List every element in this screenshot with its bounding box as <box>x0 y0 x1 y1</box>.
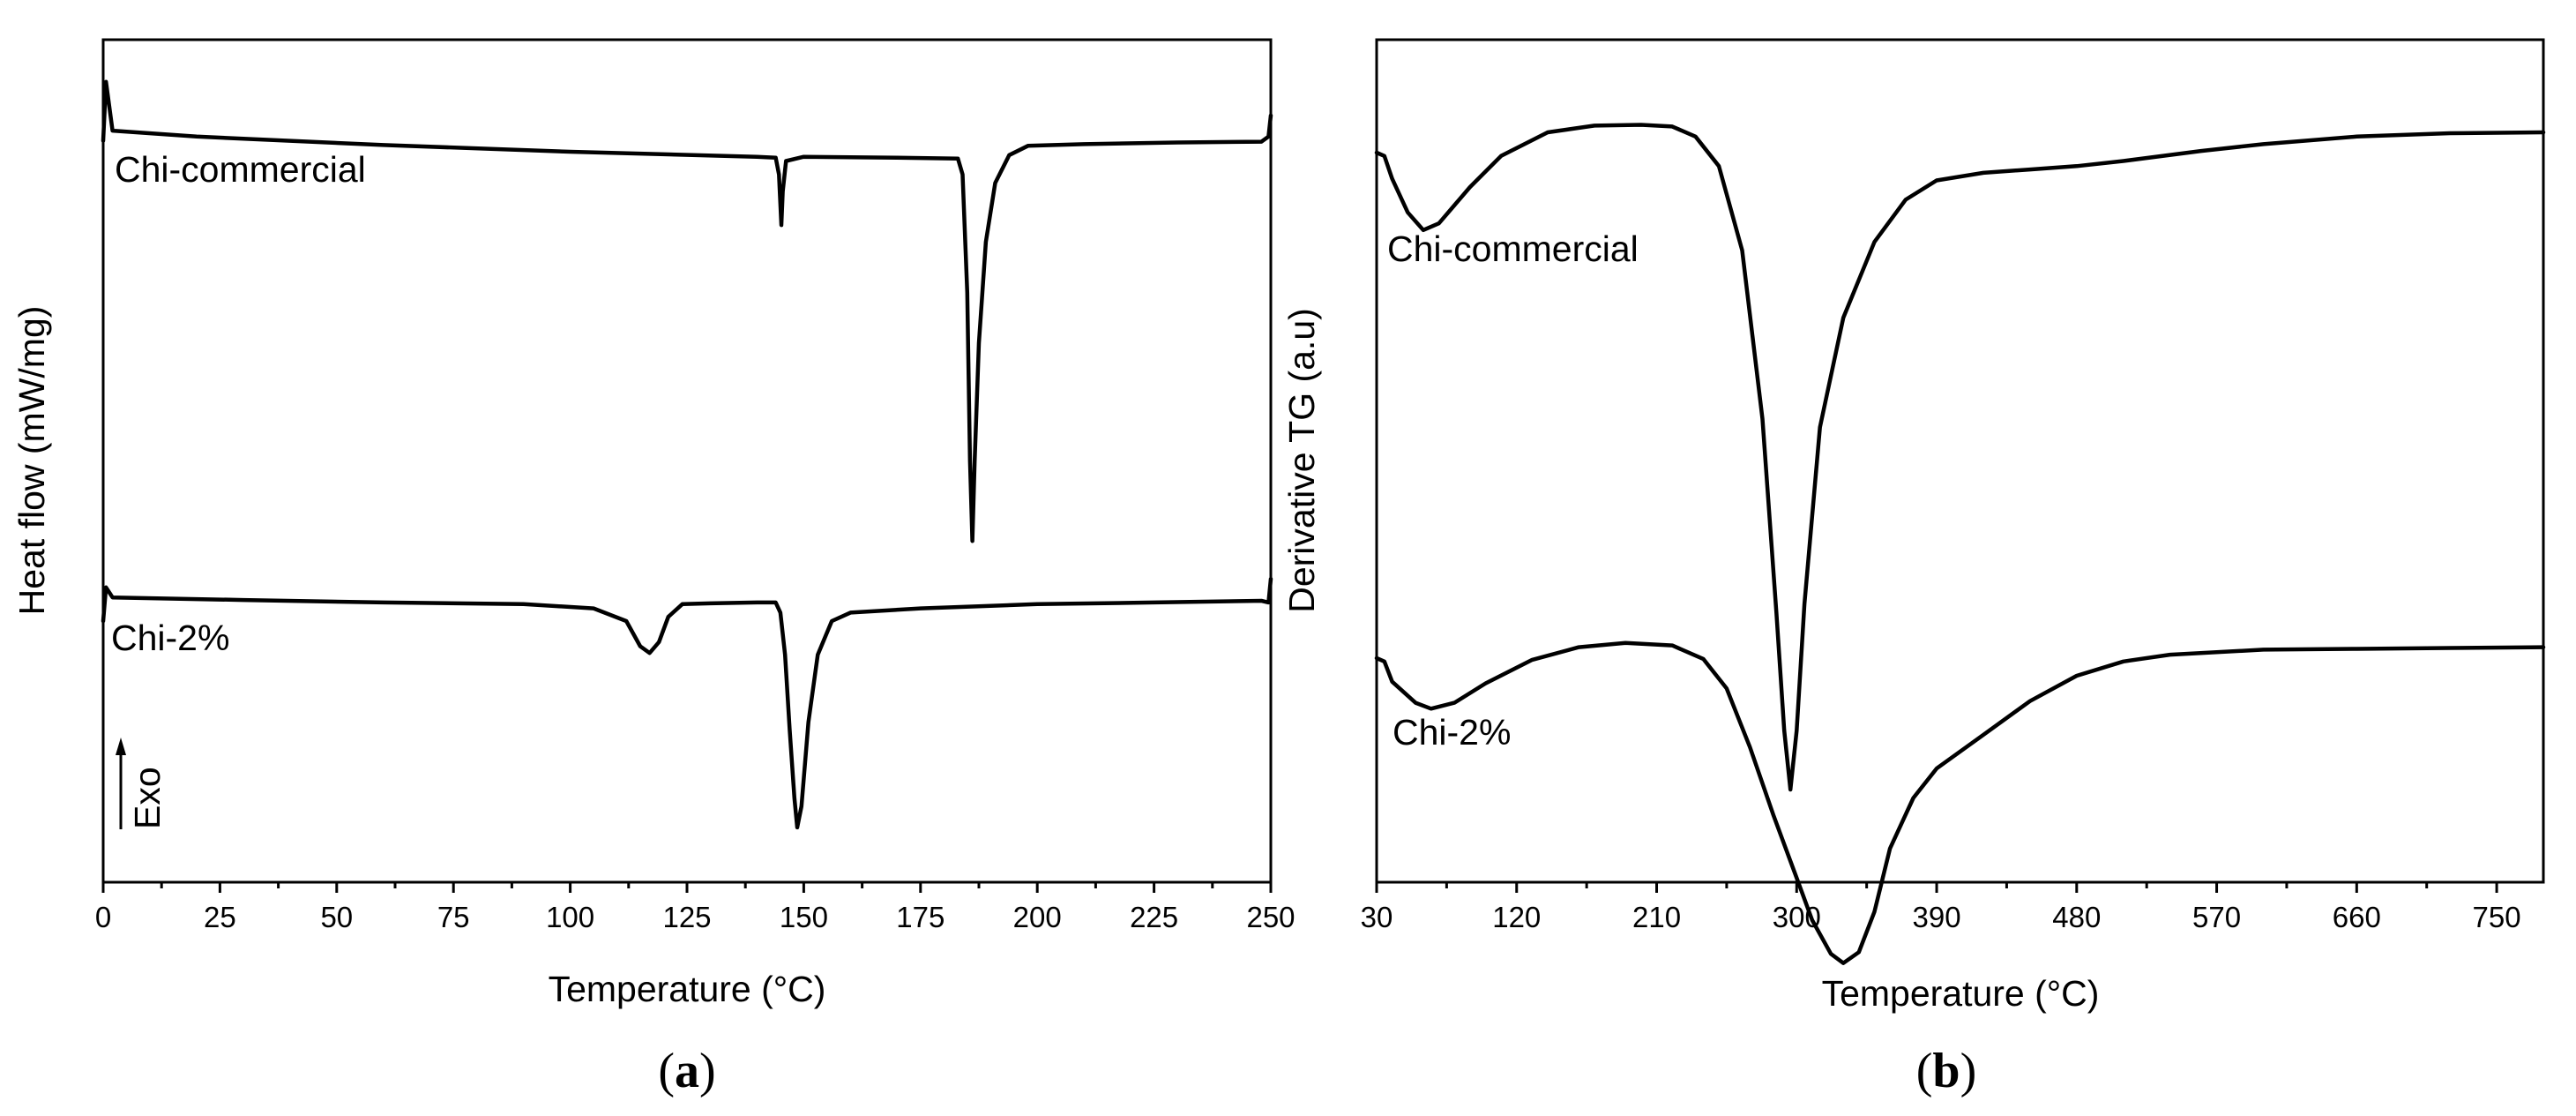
panel-b-series-label-chi-commercial: Chi-commercial <box>1387 228 1639 269</box>
panel-b-x-tick-label: 30 <box>1361 901 1393 933</box>
panel-b-label: (b) <box>1916 1044 1976 1098</box>
panel-a-series-line-chi-commercial <box>101 79 1273 543</box>
panel-a-x-tick-label: 25 <box>204 901 236 933</box>
panel-a-x-tick-label: 225 <box>1130 901 1178 933</box>
panel-b-y-axis-title: Derivative TG (a.u) <box>1281 308 1322 613</box>
panel-a-x-tick-label: 100 <box>546 901 594 933</box>
panel-a-dsc-chart: 0 25 50 75 100 125 150 175 200 225 250 Chi-commerc… <box>11 38 1295 1098</box>
panel-b-series-line-chi-commercial <box>1374 123 2546 792</box>
exo-annotation: Exo <box>127 767 168 829</box>
panel-b-dtg-chart: 30 120 210 300 390 480 570 660 750 Chi-commercia… <box>1281 38 2546 1098</box>
panel-b-x-tick-label: 390 <box>1913 901 1961 933</box>
panel-a-label: (a) <box>658 1044 715 1098</box>
exo-arrow-icon <box>116 738 126 829</box>
panel-b-x-tick-label: 750 <box>2473 901 2521 933</box>
panel-a-x-tick-label: 200 <box>1013 901 1062 933</box>
panel-b-x-ticks: 30 120 210 300 390 480 570 660 750 <box>1361 882 2521 933</box>
panel-b-curves <box>1374 123 2546 965</box>
panel-a-x-tick-label: 50 <box>320 901 353 933</box>
panel-a-x-tick-label: 175 <box>896 901 945 933</box>
panel-a-x-tick-label: 150 <box>780 901 828 933</box>
panel-b-x-tick-label: 300 <box>1773 901 1821 933</box>
panel-b-series-line-chi-2pct <box>1374 640 2546 965</box>
panel-b-x-tick-label: 480 <box>2052 901 2101 933</box>
panel-a-x-tick-label: 125 <box>662 901 711 933</box>
panel-a-x-axis-title: Temperature (°C) <box>549 969 826 1009</box>
panel-b-plot-frame <box>1375 38 2545 884</box>
panel-b-x-tick-label: 210 <box>1632 901 1681 933</box>
panel-b-x-tick-label: 570 <box>2192 901 2241 933</box>
panel-a-x-tick-label: 250 <box>1246 901 1295 933</box>
panel-a-series-label-chi-commercial: Chi-commercial <box>115 149 366 190</box>
panel-a-series-line-chi-2pct <box>101 576 1273 830</box>
panel-b-x-axis-title: Temperature (°C) <box>1822 973 2100 1014</box>
panel-a-x-ticks: 0 25 50 75 100 125 150 175 200 225 250 <box>95 882 1295 933</box>
panel-a-x-tick-label: 75 <box>437 901 470 933</box>
panel-b-series-label-chi-2pct: Chi-2% <box>1393 712 1511 753</box>
panel-a-series-label-chi-2pct: Chi-2% <box>111 618 229 658</box>
panel-a-curves <box>101 79 1273 830</box>
panel-a-y-axis-title: Heat flow (mW/mg) <box>11 306 52 616</box>
panel-a-x-tick-label: 0 <box>95 901 111 933</box>
panel-b-x-tick-label: 660 <box>2333 901 2381 933</box>
panel-b-x-tick-label: 120 <box>1492 901 1541 933</box>
